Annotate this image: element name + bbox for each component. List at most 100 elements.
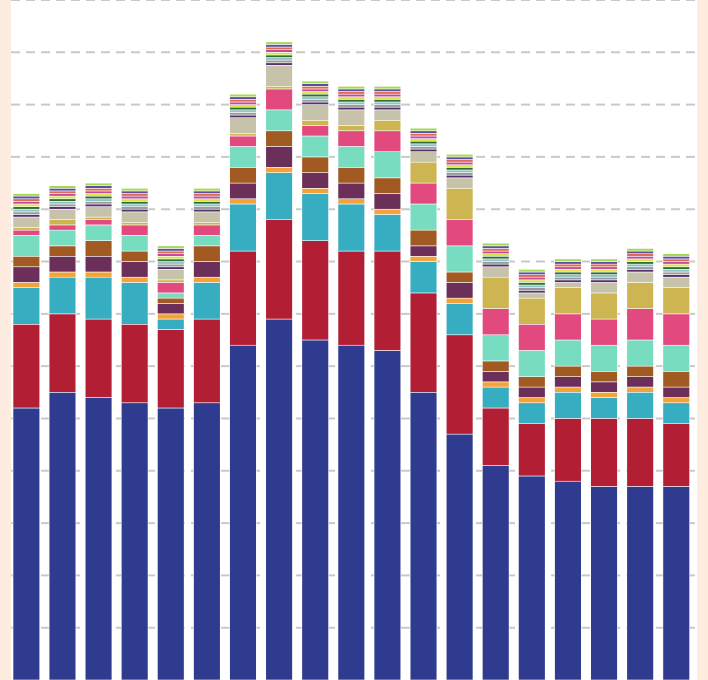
- chart-panel: [11, 0, 697, 680]
- bar-segment: [48, 256, 77, 273]
- bar-segment: [12, 407, 41, 680]
- bar-segment: [121, 206, 149, 210]
- bar-segment: [662, 258, 690, 262]
- bar-segment: [590, 271, 618, 275]
- bar-segment: [229, 146, 257, 168]
- bar-segment: [373, 96, 402, 100]
- bar-segment: [482, 263, 510, 268]
- bar-segment: [121, 208, 149, 213]
- bar-segment: [157, 313, 185, 320]
- bar-segment: [337, 198, 365, 205]
- bar-segment: [662, 263, 690, 268]
- bar-segment: [445, 172, 474, 176]
- bar-segment: [12, 198, 41, 202]
- bar-segment: [482, 245, 510, 249]
- bar-segment: [554, 392, 582, 419]
- bar-segment: [445, 167, 474, 171]
- bar-segment: [301, 80, 329, 84]
- bar-segment: [12, 282, 41, 288]
- bar-segment: [193, 190, 221, 194]
- bar-segment: [518, 274, 546, 278]
- bar-segment: [554, 258, 582, 262]
- bar-segment: [121, 261, 149, 278]
- bar-segment: [301, 93, 329, 98]
- bar-segment: [373, 350, 402, 680]
- bar-segment: [554, 269, 582, 273]
- bar-segment: [84, 271, 113, 278]
- bar-segment: [265, 146, 293, 168]
- bar-segment: [157, 266, 185, 270]
- bar-segment: [48, 208, 77, 220]
- bar-segment: [590, 486, 618, 680]
- bar-segment: [265, 59, 293, 64]
- bar-segment: [12, 227, 41, 231]
- bar-segment: [193, 208, 221, 213]
- bar-segment: [590, 266, 618, 270]
- bar-segment: [518, 287, 546, 291]
- bar-segment: [590, 263, 618, 268]
- bar-segment: [84, 206, 113, 218]
- bar-segment: [265, 62, 293, 66]
- bar-segment: [590, 258, 618, 262]
- bar-segment: [626, 365, 654, 377]
- bar-stack: [445, 154, 474, 680]
- bar-segment: [662, 261, 690, 265]
- bar-segment: [662, 256, 690, 260]
- bar-segment: [12, 229, 41, 236]
- bar-segment: [229, 93, 257, 98]
- bar-segment: [48, 276, 77, 315]
- bar-segment: [48, 185, 77, 189]
- bar-segment: [482, 371, 510, 383]
- bar-segment: [337, 86, 365, 90]
- bar-segment: [554, 282, 582, 288]
- bar-segment: [265, 130, 293, 147]
- bar-segment: [590, 279, 618, 283]
- bar-segment: [554, 376, 582, 388]
- bar-segment: [48, 219, 77, 226]
- bar-segment: [482, 381, 510, 388]
- bar-segment: [157, 292, 185, 299]
- bar-segment: [12, 195, 41, 200]
- bar-segment: [193, 193, 221, 197]
- bar-segment: [301, 193, 329, 241]
- bar-segment: [193, 211, 221, 223]
- bar-segment: [265, 49, 293, 53]
- bar-segment: [337, 109, 365, 126]
- bar-segment: [337, 125, 365, 132]
- bar-segment: [229, 104, 257, 108]
- bar-segment: [662, 269, 690, 273]
- bar-segment: [301, 172, 329, 189]
- bar-segment: [301, 86, 329, 90]
- bar-segment: [229, 182, 257, 200]
- bar-segment: [229, 133, 257, 137]
- bar-segment: [482, 276, 510, 309]
- bar-segment: [48, 224, 77, 231]
- bar-segment: [48, 193, 77, 197]
- bar-segment: [373, 177, 402, 194]
- bar-segment: [373, 120, 402, 132]
- bar-stack: [48, 185, 77, 680]
- bar-segment: [409, 292, 438, 393]
- bar-segment: [193, 402, 221, 680]
- bar-segment: [518, 269, 546, 273]
- bar-segment: [121, 211, 149, 223]
- bar-segment: [265, 57, 293, 61]
- bar-segment: [265, 54, 293, 58]
- bar-segment: [662, 253, 690, 257]
- bar-segment: [482, 360, 510, 372]
- bar-segment: [373, 93, 402, 98]
- bar-segment: [193, 318, 221, 404]
- bar-segment: [265, 219, 293, 320]
- bar-segment: [157, 258, 185, 262]
- bar-segment: [409, 256, 438, 262]
- bar-segment: [626, 269, 654, 273]
- bar-segment: [518, 397, 546, 404]
- bar-segment: [12, 256, 41, 268]
- bar-segment: [337, 101, 365, 105]
- bar-segment: [193, 195, 221, 200]
- bar-segment: [409, 138, 438, 142]
- bar-segment: [626, 282, 654, 309]
- bar-segment: [12, 211, 41, 215]
- bar-segment: [482, 386, 510, 409]
- bar-segment: [265, 46, 293, 50]
